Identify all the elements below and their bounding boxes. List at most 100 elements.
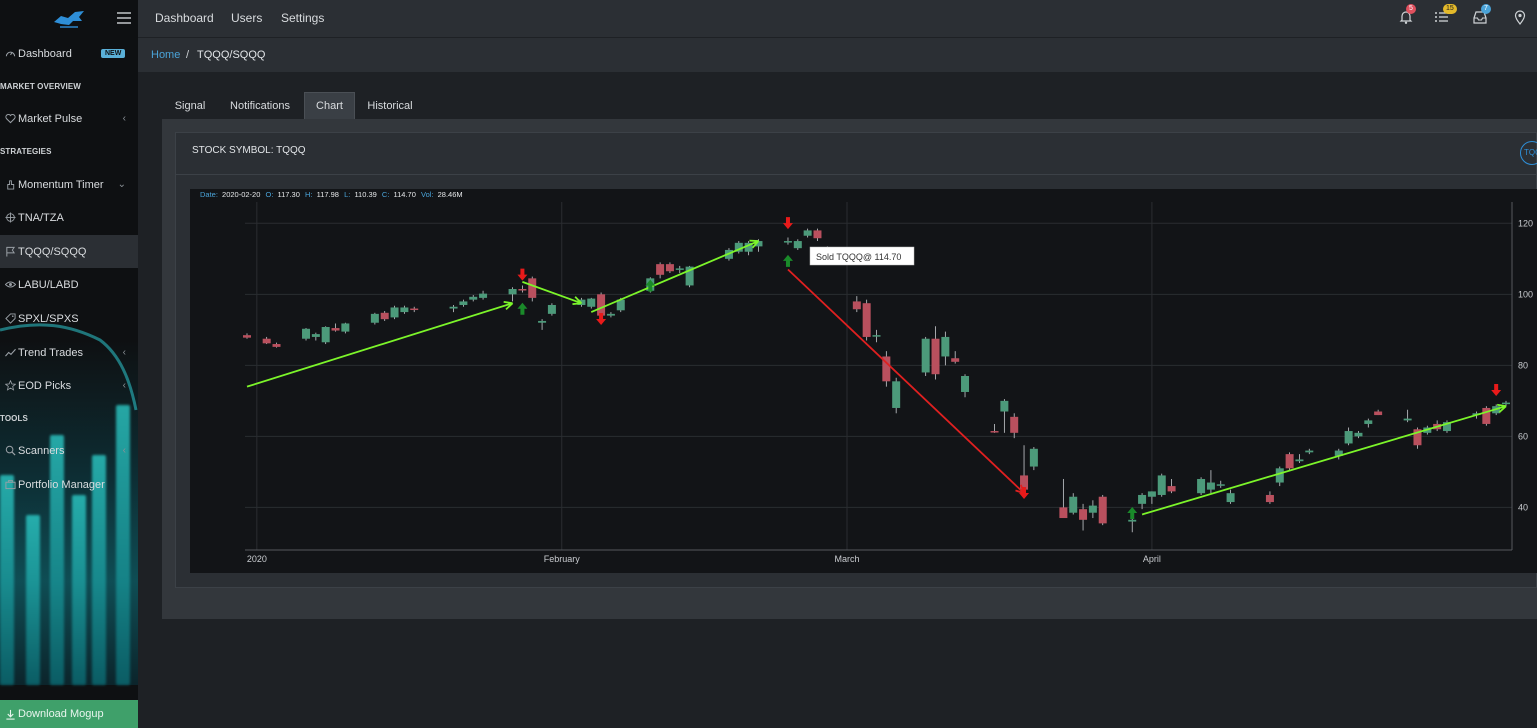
candle-body [1285, 454, 1294, 469]
hamburger-menu-icon[interactable] [117, 11, 131, 25]
trend-line [590, 240, 759, 313]
nav-dashboard[interactable]: Dashboard [155, 11, 214, 25]
sidebar-item-eod-picks[interactable]: EOD Picks ‹ [0, 369, 138, 402]
sidebar-item-label: Market Pulse [18, 112, 83, 125]
tab-historical[interactable]: Historical [367, 99, 413, 112]
candle-body [793, 241, 802, 249]
candle-body [665, 264, 674, 272]
candle-body [1138, 494, 1147, 504]
x-tick-label: 2020 [247, 554, 267, 564]
sidebar-item-market-pulse[interactable]: Market Pulse ‹ [0, 102, 138, 135]
tooltip-text: Sold TQQQ@ 114.70 [816, 252, 901, 262]
sell-signal-arrow [782, 217, 793, 230]
candle-body [1029, 448, 1038, 467]
chart-trend-lines [246, 239, 1507, 516]
candle-body [1147, 491, 1156, 497]
trend-line [246, 302, 513, 388]
candle-body [410, 308, 419, 311]
candle-body [941, 336, 950, 357]
trend-arrowhead [1496, 403, 1507, 413]
logo[interactable] [0, 0, 138, 37]
tab-notifications[interactable]: Notifications [230, 99, 290, 112]
sidebar-background-glow [0, 340, 138, 685]
chart-axes: 40 60 80 100 120 2020 February March April [245, 202, 1533, 564]
candle-body [754, 241, 763, 247]
candle-body [1010, 416, 1019, 433]
sidebar-item-spxl-spxs[interactable]: SPXL/SPXS [0, 302, 138, 335]
candle-body [1069, 496, 1078, 513]
decor-bar [72, 495, 86, 685]
candle-body [1265, 494, 1274, 503]
trend-line [522, 281, 582, 305]
sidebar-item-scanners[interactable]: Scanners ‹ [0, 434, 138, 467]
sidebar-item-label: SPXL/SPXS [18, 312, 79, 325]
legend-open-label: O: [266, 190, 274, 199]
candle-body [1364, 420, 1373, 424]
chevron-down-icon: ⌄ [117, 179, 126, 190]
sidebar-item-tqqq-sqqq[interactable]: TQQQ/SQQQ [0, 235, 138, 268]
sidebar-item-labu-labd[interactable]: LABU/LABD [0, 268, 138, 301]
sidebar-item-momentum-timer[interactable]: Momentum Timer ⌄ [0, 168, 138, 201]
briefcase-icon [3, 478, 17, 492]
candle-body [852, 301, 861, 310]
tab-signal[interactable]: Signal [174, 99, 206, 112]
candle-body [744, 242, 753, 252]
tag-icon [3, 312, 17, 326]
download-mogup-button[interactable]: Download Mogup [0, 700, 138, 728]
legend-close: 114.70 [394, 190, 416, 199]
sidebar-item-label: TQQQ/SQQQ [18, 245, 87, 258]
candle-body [587, 298, 596, 307]
candle-body [1197, 478, 1206, 494]
tasks-count-badge: 15 [1443, 4, 1457, 14]
candle-body [734, 242, 743, 252]
legend-close-label: C: [382, 190, 390, 199]
candle-body [459, 301, 468, 305]
candle-body [479, 293, 488, 298]
candle-body [1079, 509, 1088, 520]
candle-body [390, 307, 399, 318]
download-icon [3, 709, 17, 720]
chevron-left-icon: ‹ [122, 347, 126, 358]
candle-body [1502, 402, 1510, 405]
candle-body [1344, 431, 1353, 444]
sidebar-item-tna-tza[interactable]: TNA/TZA [0, 201, 138, 234]
sidebar-item-portfolio-manager[interactable]: Portfolio Manager [0, 468, 138, 501]
candle-body [380, 312, 389, 320]
nav-users[interactable]: Users [231, 11, 263, 25]
sidebar-item-trend-trades[interactable]: Trend Trades ‹ [0, 336, 138, 369]
location-pin-icon[interactable] [1512, 9, 1528, 25]
inbox-icon[interactable] [1472, 9, 1488, 25]
chart-grid [245, 202, 1512, 550]
sell-signal-arrow [517, 268, 528, 281]
legend-open: 117.30 [278, 190, 300, 199]
tab-chart[interactable]: Chart [304, 92, 355, 119]
breadcrumb-home-link[interactable]: Home [151, 49, 181, 61]
decor-bar [0, 475, 14, 685]
symbol-avatar[interactable]: TQQ [1520, 141, 1537, 165]
candle-body [882, 356, 891, 382]
candle-body [272, 344, 281, 347]
nav-settings[interactable]: Settings [281, 11, 325, 25]
new-badge: NEW [101, 49, 126, 58]
sidebar-item-dashboard[interactable]: Dashboard NEW [0, 37, 138, 70]
candle-body [370, 313, 379, 323]
candle-body [1059, 507, 1068, 519]
candle-body [675, 268, 684, 270]
candle-body [311, 334, 320, 337]
x-tick-label: March [834, 554, 859, 564]
candlestick-chart[interactable]: 40 60 80 100 120 2020 February March April Date:… [190, 189, 1537, 573]
y-tick-label: 40 [1518, 502, 1528, 512]
sell-signal-arrow [1491, 383, 1502, 396]
trend-arrowhead [749, 239, 760, 249]
candle-body [803, 230, 812, 236]
y-tick-label: 80 [1518, 360, 1528, 370]
hand-icon [3, 178, 17, 192]
buy-signal-arrow [782, 254, 793, 267]
sell-signal-arrow [1019, 486, 1030, 499]
sidebar-item-label: LABU/LABD [18, 278, 79, 291]
candle-body [449, 306, 458, 309]
bull-logo-icon [54, 10, 84, 28]
candle-body [243, 335, 251, 338]
candle-body [951, 358, 960, 362]
candle-body [656, 264, 665, 275]
